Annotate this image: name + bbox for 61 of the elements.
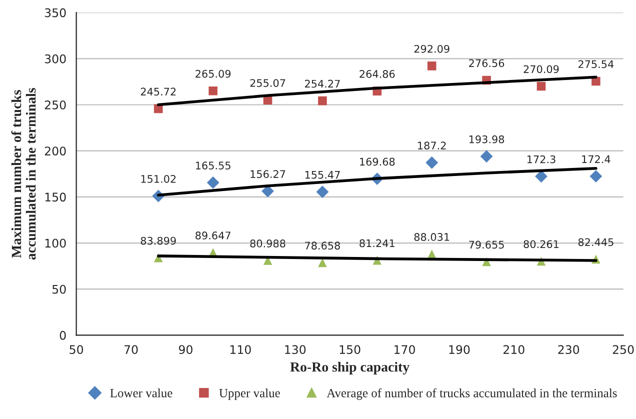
data-label: 255.07 (250, 79, 286, 87)
legend-label: Average of number of trucks accumulated in the terminals (326, 388, 617, 400)
y-tick-label: 250 (44, 100, 66, 110)
data-label: 193.98 (469, 135, 504, 144)
point (480, 150, 493, 163)
data-label: 79.655 (469, 240, 504, 249)
data-label: 245.72 (140, 88, 176, 96)
x-tick-label: 230 (558, 345, 580, 354)
legend-label: Upper value (219, 388, 280, 400)
data-label: 275.54 (578, 60, 614, 68)
x-tick-label: 110 (230, 345, 251, 354)
y-tick-label: 150 (45, 192, 66, 202)
x-tick-label: 50 (70, 345, 84, 354)
x-tick-label: 150 (340, 345, 360, 354)
data-label: 80.261 (524, 240, 558, 248)
data-label: 83.899 (140, 236, 176, 245)
x-tick-label: 130 (285, 345, 306, 354)
x-axis-title: Ro-Ro ship capacity (290, 362, 410, 375)
y-tick-label: 300 (44, 54, 66, 64)
data-label: 265.09 (196, 70, 231, 78)
point (536, 82, 546, 91)
data-label: 254.27 (304, 80, 340, 88)
data-label: 169.68 (360, 158, 395, 166)
y-tick-label: 0 (60, 330, 66, 340)
data-label: 151.02 (141, 174, 176, 183)
data-label: 172.3 (527, 155, 556, 164)
point (426, 156, 438, 169)
y-tick-label: 200 (44, 146, 66, 156)
x-tick-label: 90 (178, 345, 192, 354)
y-axis-title: Maximum number of trucks accumulated in the terminals (11, 88, 36, 260)
y-tick-label: 350 (44, 8, 66, 18)
data-label: 155.47 (305, 171, 340, 179)
point (318, 258, 327, 268)
data-label: 80.988 (250, 240, 286, 248)
data-label: 165.55 (196, 162, 230, 170)
data-label: 89.647 (196, 232, 230, 240)
data-label: 172.4 (582, 155, 610, 164)
x-tick-label: 190 (449, 345, 470, 354)
point (590, 170, 602, 182)
point (316, 186, 329, 198)
data-label: 88.031 (414, 233, 450, 241)
legend-label: Lower value (110, 388, 172, 398)
point (206, 176, 220, 189)
point (427, 62, 436, 70)
y-tick-label: 100 (45, 238, 66, 248)
data-label: 81.241 (360, 239, 394, 248)
data-label: 270.09 (524, 65, 559, 74)
x-tick-label: 210 (503, 345, 524, 354)
point (318, 96, 327, 106)
x-tick-label: 70 (124, 345, 138, 354)
data-label: 82.445 (578, 238, 614, 246)
x-tick-label: 250 (612, 345, 634, 354)
data-label: 187.2 (418, 142, 446, 150)
point (208, 86, 218, 96)
x-tick-label: 170 (394, 345, 415, 354)
data-label: 156.27 (250, 170, 286, 178)
data-label: 292.09 (414, 44, 450, 53)
y-tick-label: 50 (52, 284, 66, 294)
data-label: 264.86 (360, 70, 395, 78)
data-label: 276.56 (469, 59, 504, 68)
data-label: 78.658 (305, 242, 340, 250)
